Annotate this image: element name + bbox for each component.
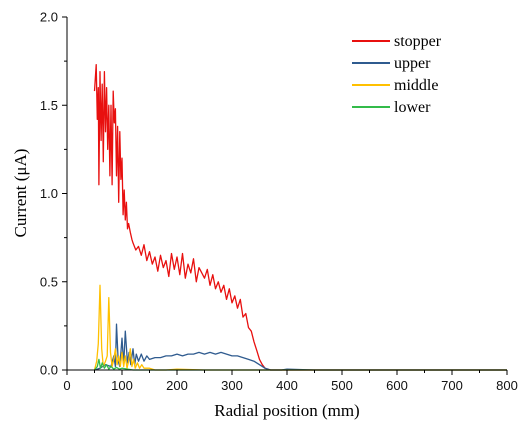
x-tick-label: 200 — [166, 378, 188, 393]
series-line-upper — [94, 323, 507, 371]
axis-frame — [66, 17, 507, 371]
x-tick-label: 600 — [386, 378, 408, 393]
axes: 0 100 200 300 400 500 600 700 800 0.0 0.5 1.0 1.5 2.0 — [40, 10, 518, 394]
legend-label-middle: middle — [394, 77, 438, 94]
legend-label-upper: upper — [394, 55, 431, 72]
x-tick-label: 300 — [221, 378, 243, 393]
series-line-lower — [93, 358, 507, 371]
x-tick-label: 0 — [63, 378, 70, 393]
legend: stopper upper middle lower — [352, 33, 442, 116]
legend-label-stopper: stopper — [394, 33, 442, 50]
y-tick-label: 2.0 — [40, 10, 58, 25]
legend-label-lower: lower — [394, 99, 431, 116]
x-tick-label: 700 — [441, 378, 463, 393]
plot-lines — [93, 64, 507, 371]
series-line-stopper — [93, 64, 507, 371]
y-tick-label: 1.0 — [40, 186, 58, 201]
x-tick-label: 500 — [331, 378, 353, 393]
y-tick-label: 0.5 — [40, 274, 58, 289]
x-tick-label: 100 — [111, 378, 133, 393]
x-axis-title: Radial position (mm) — [214, 401, 359, 420]
y-tick-label: 0.0 — [40, 363, 58, 378]
x-tick-label: 400 — [276, 378, 298, 393]
x-tick-label: 800 — [496, 378, 518, 393]
y-tick-label: 1.5 — [40, 98, 58, 113]
y-axis-title: Current (μA) — [11, 149, 30, 238]
